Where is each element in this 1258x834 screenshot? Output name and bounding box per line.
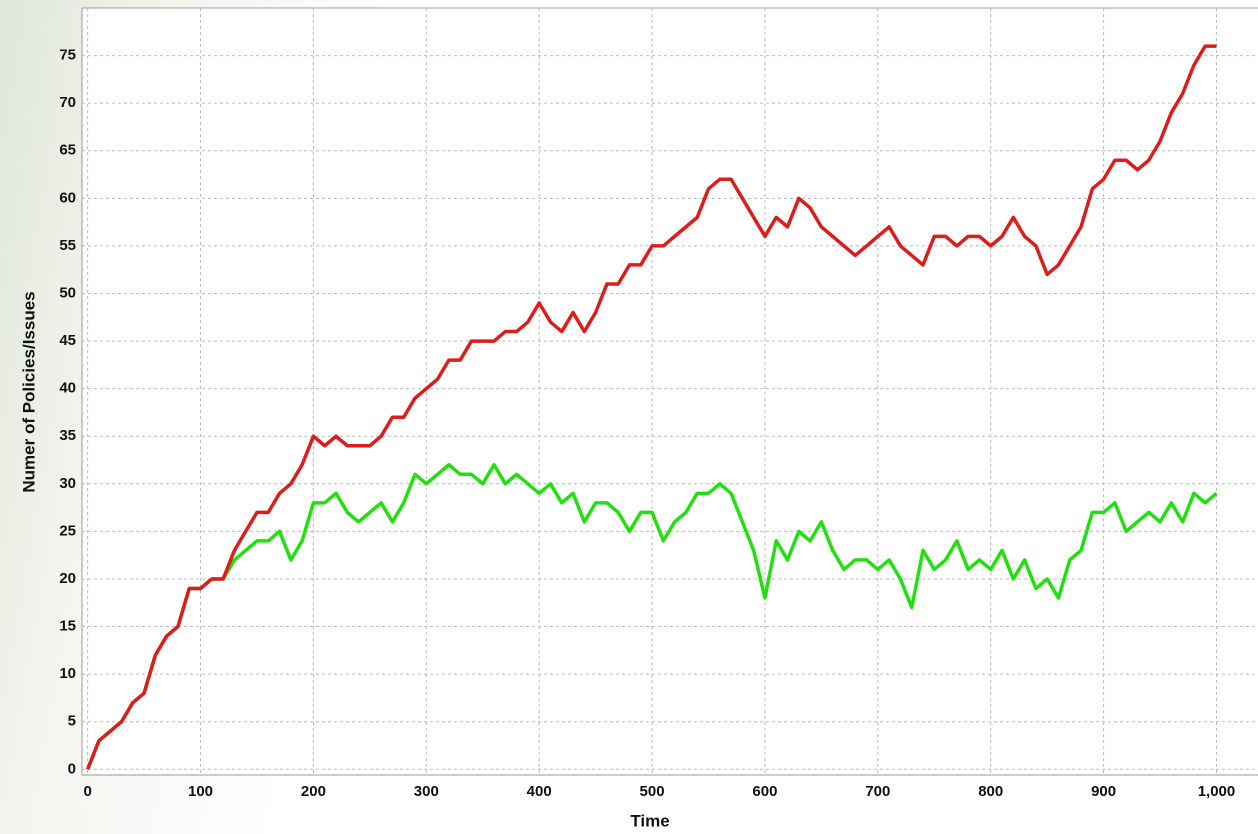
x-tick-label: 700 — [865, 783, 890, 800]
x-tick-label: 400 — [527, 783, 552, 800]
x-tick-label: 800 — [978, 783, 1003, 800]
series-line — [86, 463, 1218, 770]
y-tick-label: 75 — [59, 47, 76, 64]
y-tick-label: 60 — [59, 189, 76, 206]
x-tick-label: 1,000 — [1198, 783, 1236, 800]
y-tick-label: 50 — [59, 284, 76, 301]
plot-area — [81, 7, 1258, 776]
x-tick-label: 600 — [752, 783, 777, 800]
x-tick-label: 0 — [83, 783, 91, 800]
y-axis-label: Numer of Policies/Issues — [19, 291, 38, 492]
x-tick-label: 300 — [414, 783, 439, 800]
x-tick-label: 200 — [301, 783, 326, 800]
y-tick-label: 55 — [59, 237, 76, 254]
y-tick-label: 35 — [59, 427, 76, 444]
y-tick-label: 65 — [59, 142, 76, 159]
y-tick-label: 40 — [59, 380, 76, 397]
y-tick-label: 10 — [59, 665, 76, 682]
y-tick-label: 30 — [59, 475, 76, 492]
y-tick-label: 70 — [59, 94, 76, 111]
x-tick-label: 500 — [640, 783, 665, 800]
y-tick-label: 5 — [68, 713, 76, 730]
y-tick-label: 15 — [59, 618, 76, 635]
y-tick-label: 25 — [59, 522, 76, 539]
y-tick-label: 0 — [68, 760, 76, 777]
x-tick-label: 100 — [188, 783, 213, 800]
series-line — [86, 44, 1217, 770]
x-axis-label: Time — [630, 811, 669, 830]
y-tick-label: 20 — [59, 570, 76, 587]
y-tick-label: 45 — [59, 332, 76, 349]
x-tick-label: 900 — [1091, 783, 1116, 800]
